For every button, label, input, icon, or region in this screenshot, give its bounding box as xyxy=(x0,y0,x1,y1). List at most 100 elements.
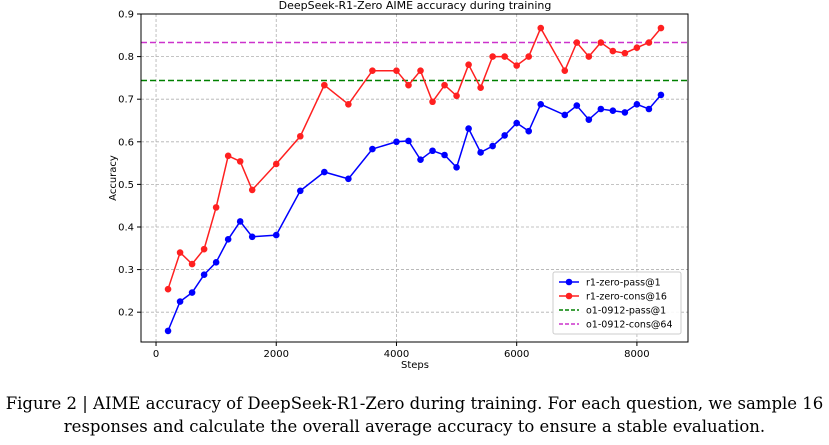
legend-label-2: r1-zero-cons@16 xyxy=(586,292,667,303)
axis-layer: 0 2000 4000 6000 8000 0.2 0.3 0.4 0.5 0.6 0.7 0.8 0.… xyxy=(118,10,650,361)
series-1-point xyxy=(609,107,617,114)
series-2-point xyxy=(200,245,208,253)
series-1-point xyxy=(224,236,232,243)
series-2-point xyxy=(236,158,244,165)
y-tick-label: 0.4 xyxy=(118,222,134,233)
legend-marker-1 xyxy=(565,278,573,286)
series-1-point xyxy=(248,233,256,241)
reference-lines xyxy=(141,41,688,82)
series-1-point xyxy=(477,149,484,156)
series-2-point xyxy=(188,260,196,268)
series-2-point xyxy=(369,67,376,74)
series-1-point xyxy=(236,218,244,225)
x-tick-label: 2000 xyxy=(264,349,289,360)
series-1-point xyxy=(453,164,460,171)
series-1-point xyxy=(200,271,208,278)
series-2-point xyxy=(561,67,569,74)
series-1-point xyxy=(164,327,172,335)
y-tick-label: 0.9 xyxy=(118,10,134,21)
x-tick-label: 0 xyxy=(153,349,159,360)
figure-caption: Figure 2 | AIME accuracy of DeepSeek-R1-… xyxy=(5,394,824,436)
series-1-point xyxy=(537,101,545,108)
series-1-point xyxy=(573,102,581,109)
x-axis-label: Steps xyxy=(401,360,429,371)
series-1-point xyxy=(597,105,605,113)
series-1-point xyxy=(176,298,184,305)
series-1-point xyxy=(405,137,412,145)
series-2-point xyxy=(441,81,448,89)
series-2-point xyxy=(393,67,400,74)
series-2-point xyxy=(453,92,460,100)
series-2-point xyxy=(489,53,496,60)
series-1-point xyxy=(645,105,653,113)
series-2-point xyxy=(477,84,484,91)
y-tick-label: 0.3 xyxy=(118,265,134,276)
series-2-point xyxy=(621,49,629,57)
series-1-point xyxy=(585,116,593,123)
series-2-point xyxy=(597,39,605,46)
y-axis-label: Accuracy xyxy=(108,155,119,201)
y-tick-label: 0.7 xyxy=(118,95,134,106)
legend-marker-2 xyxy=(565,292,573,300)
series-1-point xyxy=(429,147,436,155)
chart-title: DeepSeek-R1-Zero AIME accuracy during tr… xyxy=(279,0,552,12)
y-tick-label: 0.6 xyxy=(118,137,134,148)
series-1-point xyxy=(501,132,508,139)
series-1-point xyxy=(465,125,472,132)
accuracy-chart: DeepSeek-R1-Zero AIME accuracy during tr… xyxy=(108,0,689,371)
y-tick-label: 0.8 xyxy=(118,52,134,63)
x-tick-label: 4000 xyxy=(384,349,409,360)
series-2-point xyxy=(212,204,220,211)
series-1-point xyxy=(369,145,376,153)
series-2-point xyxy=(573,39,581,46)
series-2-point xyxy=(164,285,172,293)
series-2-point xyxy=(525,53,533,60)
series-1-point xyxy=(525,127,533,135)
series-2-point xyxy=(321,81,328,89)
series-2-point xyxy=(501,53,508,60)
series-1-point xyxy=(621,109,629,116)
series-2-point xyxy=(429,98,436,106)
series-2-point xyxy=(513,62,520,69)
series-2-point xyxy=(176,249,184,256)
series-1-point xyxy=(188,289,196,296)
series-1-point xyxy=(561,111,569,119)
legend-label-4: o1-0912-cons@64 xyxy=(586,320,672,331)
series-2-point xyxy=(405,81,412,89)
plot-frame xyxy=(140,13,689,343)
y-tick-label: 0.5 xyxy=(118,180,134,191)
series-2-point xyxy=(657,24,665,32)
series-2-point xyxy=(585,53,593,60)
series-1-point xyxy=(417,156,424,163)
series-1-point xyxy=(633,101,641,108)
series-1-point xyxy=(489,142,496,150)
legend-label-1: r1-zero-pass@1 xyxy=(586,278,661,289)
legend-box xyxy=(552,271,682,335)
series-2-point xyxy=(609,47,617,55)
y-tick-label: 0.2 xyxy=(118,308,134,319)
x-tick-label: 8000 xyxy=(624,349,649,360)
series-1-point xyxy=(657,91,665,99)
series-1-point xyxy=(441,151,448,159)
series-1-point xyxy=(272,231,280,239)
series-1-point xyxy=(345,175,352,183)
series-layer xyxy=(164,24,665,335)
series-1-point xyxy=(296,187,304,195)
series-2-point xyxy=(248,186,256,194)
series-2-point xyxy=(465,61,472,68)
series-2-point xyxy=(272,160,280,168)
series-1-point xyxy=(513,119,520,127)
series-2-point xyxy=(417,67,424,74)
series-1-point xyxy=(321,168,328,176)
series-2-point xyxy=(645,39,653,46)
legend: r1-zero-pass@1 r1-zero-cons@16 o1-0912-pas… xyxy=(552,271,682,335)
x-tick-label: 6000 xyxy=(504,349,529,360)
series-1-point xyxy=(212,259,220,266)
legend-label-3: o1-0912-pass@1 xyxy=(586,306,666,317)
series-2-point xyxy=(224,152,232,160)
series-2-point xyxy=(537,24,545,32)
series-2-point xyxy=(345,101,352,108)
series-1-point xyxy=(393,138,400,146)
series-2-point xyxy=(296,132,304,140)
series-2-point xyxy=(633,44,641,51)
